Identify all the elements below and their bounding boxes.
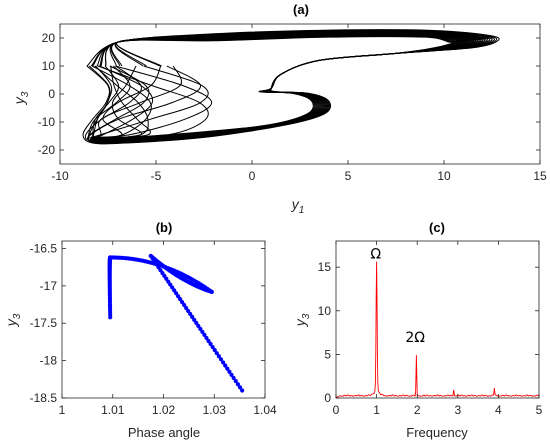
- panel-b-plot: [107, 253, 245, 393]
- panel-b-ytick-label: -16.5: [30, 241, 58, 255]
- poincare-point: [200, 329, 205, 334]
- peak-annotation: 2Ω: [405, 330, 425, 346]
- attractor-orbit: [90, 36, 461, 139]
- panel-a-ylabel: y3: [11, 91, 31, 105]
- panel-a-xtick-label: 0: [249, 169, 256, 183]
- panel-c-ylabel: y3: [292, 313, 312, 327]
- poincare-point: [225, 366, 230, 371]
- panel-c-plot: Ω 2Ω: [335, 246, 540, 398]
- poincare-point: [209, 289, 214, 294]
- panel-c-xtick-label: 3: [454, 403, 461, 417]
- panel-c-ytick-label: 15: [318, 260, 332, 274]
- poincare-point: [210, 344, 215, 350]
- peak-annotation: Ω: [370, 246, 381, 262]
- panel-a-ticks: -10 -5 0 5 10 15 -20 -10 0 10 20: [38, 24, 547, 183]
- panel-c-frame: [335, 240, 540, 399]
- poincare-point: [235, 382, 240, 387]
- poincare-point: [184, 305, 189, 311]
- panel-b-xtick-label: 1.02: [152, 403, 176, 417]
- poincare-point: [196, 323, 201, 328]
- poincare-point: [178, 297, 183, 302]
- panel-a-xtick-label: 5: [345, 169, 352, 183]
- panel-b-ytick-label: -17: [40, 279, 58, 293]
- poincare-point: [190, 314, 195, 319]
- panel-c-xtick-label: 5: [536, 403, 543, 417]
- panel-b-xtick-label: 1: [59, 403, 66, 417]
- poincare-point: [229, 372, 234, 377]
- panel-c-xtick-label: 1: [373, 403, 380, 417]
- panel-c-xtick-label: 0: [333, 403, 340, 417]
- panel-a-ytick-label: -20: [38, 143, 56, 157]
- poincare-point: [237, 385, 243, 390]
- panel-a-xtick-label: 15: [533, 169, 547, 183]
- attractor-orbit: [89, 29, 495, 144]
- poincare-point: [223, 363, 228, 368]
- panel-c-xtick-label: 2: [414, 403, 421, 417]
- panel-a-ytick-label: 10: [42, 59, 56, 73]
- panel-c-ytick-label: 10: [318, 304, 332, 318]
- poincare-point: [186, 308, 191, 314]
- poincare-point: [208, 341, 213, 347]
- panel-c-ytick-label: 0: [324, 391, 331, 405]
- panel-a-title: (a): [293, 2, 309, 17]
- poincare-point: [176, 294, 181, 299]
- attractor-orbit: [89, 30, 493, 144]
- panel-a-xlabel: y1: [291, 196, 305, 216]
- panel-b-ytick-label: -18: [40, 354, 58, 368]
- poincare-point: [180, 299, 185, 305]
- poincare-point: [212, 348, 217, 353]
- panel-c-title: (c): [429, 220, 445, 235]
- poincare-point: [204, 335, 209, 341]
- poincare-point: [198, 326, 203, 331]
- panel-b-xtick-label: 1.01: [101, 403, 125, 417]
- poincare-point: [182, 302, 187, 308]
- panel-c-xtick-label: 4: [495, 403, 502, 417]
- poincare-point: [194, 320, 199, 325]
- panel-a-xtick-label: -5: [151, 169, 162, 183]
- poincare-point: [240, 388, 245, 393]
- poincare-point: [233, 378, 238, 384]
- spectrum-line: [335, 261, 540, 398]
- panel-b-xlabel: Phase angle: [128, 425, 200, 440]
- panel-a-xtick-label: 10: [437, 169, 451, 183]
- panel-c-ticks: 0 1 2 3 4 5 0 5 10 15: [318, 241, 543, 417]
- panel-b: (b) 1 1.01 1.02 1.03 1.04 -16.5 -17 -17.5 -18 -18…: [3, 220, 277, 440]
- poincare-point: [227, 369, 232, 374]
- attractor-orbit: [84, 31, 488, 143]
- panel-b-ytick-label: -18.5: [30, 391, 58, 405]
- panel-a-ytick-label: -10: [38, 115, 56, 129]
- panel-b-ticks: 1 1.01 1.02 1.03 1.04 -16.5 -17 -17.5 -18 -18.5: [30, 241, 277, 417]
- poincare-point: [192, 317, 197, 322]
- panel-a-ytick-label: 20: [42, 31, 56, 45]
- poincare-point: [206, 338, 211, 344]
- poincare-point: [231, 375, 236, 381]
- panel-b-ytick-label: -17.5: [30, 316, 58, 330]
- panel-c-ytick-label: 5: [324, 347, 331, 361]
- poincare-point: [218, 357, 224, 362]
- poincare-point: [220, 360, 226, 365]
- poincare-point: [202, 332, 207, 338]
- panel-c-xlabel: Frequency: [406, 425, 468, 440]
- panel-a-xtick-label: -10: [51, 169, 69, 183]
- panel-b-xtick-label: 1.03: [203, 403, 227, 417]
- panel-a-plot: [82, 29, 500, 145]
- panel-c: (c) Ω 2Ω 0 1 2 3 4 5 0 5 10 15 Frequency y3: [292, 220, 543, 440]
- poincare-point: [216, 354, 221, 359]
- panel-b-ylabel: y3: [3, 313, 23, 327]
- poincare-point: [188, 311, 193, 317]
- panel-b-xtick-label: 1.04: [253, 403, 277, 417]
- panel-a-ytick-label: 0: [48, 87, 55, 101]
- panel-b-title: (b): [156, 220, 173, 235]
- poincare-point: [214, 351, 219, 356]
- panel-a: (a) -10 -5 0 5 10 15 -20 -10 0 10 20 y1 y3: [11, 2, 547, 216]
